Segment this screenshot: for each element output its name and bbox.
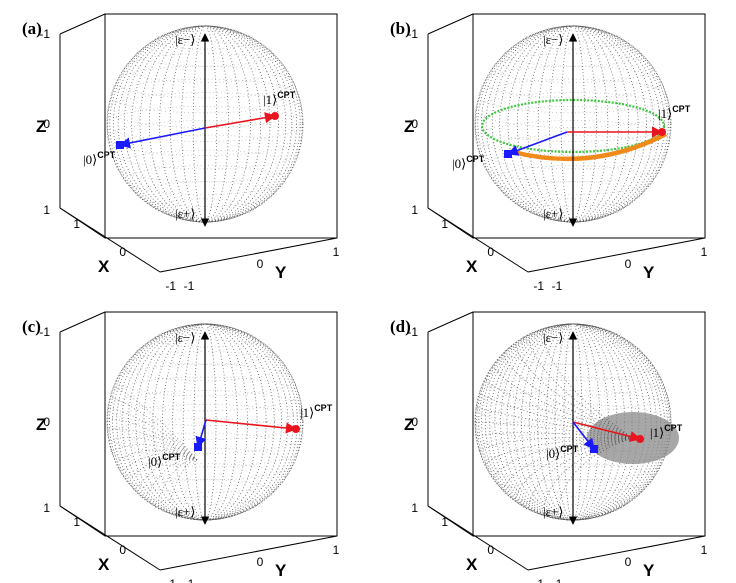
x-tick: 0 — [119, 245, 126, 259]
z-tick: 0 — [411, 117, 418, 131]
ket1-endpoint — [636, 435, 644, 443]
axes-box — [59, 311, 338, 571]
ket1-endpoint — [292, 425, 300, 433]
z-tick: 0 — [43, 117, 50, 131]
ket0-vector — [195, 419, 207, 449]
z-axis-title: Z — [36, 415, 46, 434]
panel-d: (d) |ε−⟩ |ε+⟩ |1⟩CPT |0⟩CPT Z -1 0 1 X 1 0 -1 Y -1 0 1 — [390, 311, 708, 583]
x-axis-title: X — [466, 555, 478, 574]
x-tick: 1 — [441, 217, 448, 231]
bloch-sphere — [474, 323, 679, 521]
z-tick: 0 — [411, 415, 418, 429]
panel-label: (c) — [22, 317, 41, 336]
z-tick: 1 — [43, 203, 50, 217]
eps-minus-label: |ε−⟩ — [175, 32, 195, 47]
x-tick: -1 — [533, 279, 544, 293]
panel-label: (a) — [22, 19, 42, 38]
y-tick: 0 — [625, 257, 632, 271]
eps-plus-label: |ε+⟩ — [175, 504, 195, 519]
x-axis-title: X — [98, 555, 110, 574]
eps-plus-label: |ε+⟩ — [175, 206, 195, 221]
y-tick: -1 — [552, 577, 563, 583]
panel-a: (a) |ε−⟩ |ε+⟩ |1⟩CPT |0⟩CPT Z -1 0 1 X 1 0 -1 Y -1 0 1 — [22, 13, 340, 293]
x-tick: 0 — [119, 543, 126, 557]
ket1-vector — [204, 112, 277, 129]
z-axis-title: Z — [404, 415, 414, 434]
y-axis-title: Y — [643, 263, 655, 282]
y-tick: 1 — [701, 543, 708, 557]
x-axis-title: X — [98, 257, 110, 276]
ket0-label: |0⟩CPT — [148, 452, 181, 469]
eps-minus-label: |ε−⟩ — [543, 32, 563, 47]
x-tick: -1 — [165, 279, 176, 293]
z-tick: -1 — [407, 325, 418, 339]
z-axis-title: Z — [36, 117, 46, 136]
y-tick: -1 — [552, 279, 563, 293]
y-tick: 1 — [333, 245, 340, 259]
panel-b: (b) |ε−⟩ |ε+⟩ |1⟩CPT |0⟩CPT Z -1 0 1 X 1 0 -1 Y -1 0 1 — [390, 13, 708, 293]
y-tick: 1 — [333, 543, 340, 557]
ket0-vector — [506, 131, 568, 156]
y-tick: 0 — [257, 257, 264, 271]
x-tick: 0 — [487, 245, 494, 259]
y-tick: 0 — [257, 555, 264, 569]
eps-plus-label: |ε+⟩ — [543, 504, 563, 519]
axes-box — [427, 311, 706, 571]
x-tick: -1 — [165, 577, 176, 583]
ket0-vector — [118, 127, 206, 149]
y-axis-title: Y — [643, 561, 655, 580]
ket0-endpoint — [504, 150, 512, 158]
ket1-vector — [205, 419, 298, 434]
z-tick: -1 — [39, 325, 50, 339]
eps-minus-label: |ε−⟩ — [175, 330, 195, 345]
panel-label: (d) — [390, 317, 411, 336]
z-tick: 1 — [411, 203, 418, 217]
y-tick: 1 — [701, 245, 708, 259]
x-tick: 0 — [487, 543, 494, 557]
x-tick: 1 — [73, 217, 80, 231]
z-tick: -1 — [407, 27, 418, 41]
x-axis-title: X — [466, 257, 478, 276]
y-axis-title: Y — [275, 263, 287, 282]
ket1-endpoint — [658, 128, 666, 136]
ket0-vector — [572, 421, 595, 450]
y-axis-title: Y — [275, 561, 287, 580]
ket1-endpoint — [271, 112, 279, 120]
z-tick: -1 — [39, 27, 50, 41]
z-tick: 0 — [43, 415, 50, 429]
y-tick: -1 — [184, 577, 195, 583]
z-tick: 1 — [411, 501, 418, 515]
y-tick: -1 — [184, 279, 195, 293]
x-tick: 1 — [73, 515, 80, 529]
ket1-label: |1⟩CPT — [650, 423, 683, 440]
ket0-endpoint — [116, 141, 124, 149]
z-axis-title: Z — [404, 117, 414, 136]
ket0-label: |0⟩CPT — [83, 150, 116, 167]
x-tick: -1 — [533, 577, 544, 583]
ket0-endpoint — [194, 443, 202, 451]
ket1-vector — [572, 421, 642, 442]
panel-label: (b) — [390, 19, 411, 38]
ket1-label: |1⟩CPT — [263, 90, 296, 107]
eps-minus-label: |ε−⟩ — [543, 330, 563, 345]
ket1-label: |1⟩CPT — [658, 104, 691, 121]
ket0-endpoint — [590, 445, 598, 453]
orange-trajectory-arc — [512, 132, 668, 162]
axes-box — [427, 13, 706, 273]
ket0-label: |0⟩CPT — [546, 444, 579, 461]
ket0-label: |0⟩CPT — [452, 154, 485, 171]
eps-plus-label: |ε+⟩ — [543, 206, 563, 221]
axes-box — [59, 13, 338, 273]
y-tick: 0 — [625, 555, 632, 569]
z-tick: 1 — [43, 501, 50, 515]
panel-c: (c) |ε−⟩ |ε+⟩ |1⟩CPT |0⟩CPT Z -1 0 1 X 1 0 -1 Y -1 0 1 — [22, 311, 340, 583]
ket1-label: |1⟩CPT — [300, 403, 333, 420]
x-tick: 1 — [441, 515, 448, 529]
